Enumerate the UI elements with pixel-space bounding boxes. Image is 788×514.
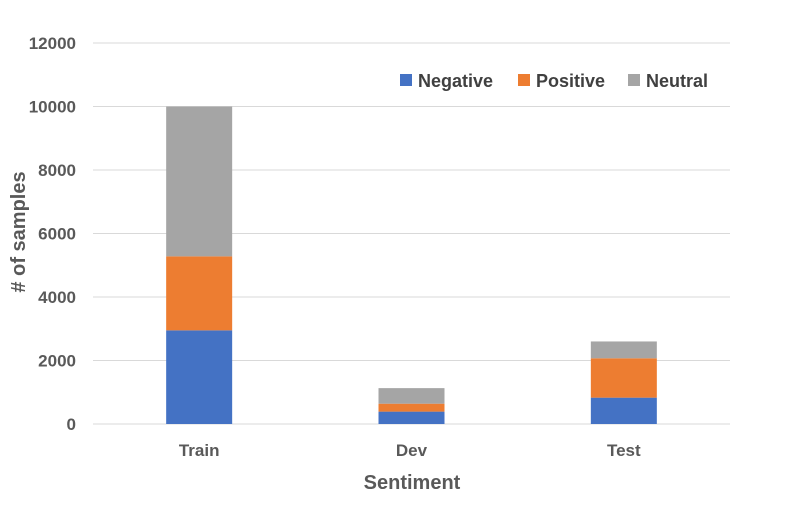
bar-train-neutral: [166, 106, 233, 257]
y-tick-label: 4000: [38, 288, 76, 307]
bar-test-negative: [590, 397, 657, 424]
y-axis-title: # of samples: [8, 171, 30, 292]
y-tick-label: 10000: [29, 98, 76, 117]
x-tick-label: Train: [179, 441, 220, 460]
bar-train-positive: [166, 256, 233, 331]
bar-train-negative: [166, 330, 233, 424]
legend-swatch-neutral: [628, 74, 640, 86]
bar-dev-negative: [378, 411, 445, 424]
y-tick-label: 0: [67, 415, 76, 434]
y-tick-label: 8000: [38, 161, 76, 180]
bar-test-neutral: [590, 341, 657, 359]
legend-swatch-negative: [400, 74, 412, 86]
legend-label-negative: Negative: [418, 71, 493, 91]
bar-dev-neutral: [378, 388, 445, 404]
x-axis-title: Sentiment: [364, 472, 461, 494]
legend-swatch-positive: [518, 74, 530, 86]
y-tick-label: 12000: [29, 34, 76, 53]
y-tick-label: 6000: [38, 225, 76, 244]
bar-dev-positive: [378, 403, 445, 412]
bars: [166, 106, 657, 424]
legend-label-positive: Positive: [536, 71, 605, 91]
legend-label-neutral: Neutral: [646, 71, 708, 91]
x-tick-label: Test: [607, 441, 641, 460]
y-tick-label: 2000: [38, 352, 76, 371]
x-tick-label: Dev: [396, 441, 428, 460]
legend: Negative Positive Neutral: [400, 71, 708, 91]
y-axis-ticks: 0 2000 4000 6000 8000 10000 12000: [29, 34, 76, 434]
bar-test-positive: [590, 358, 657, 398]
x-axis-ticks: Train Dev Test: [179, 441, 641, 460]
